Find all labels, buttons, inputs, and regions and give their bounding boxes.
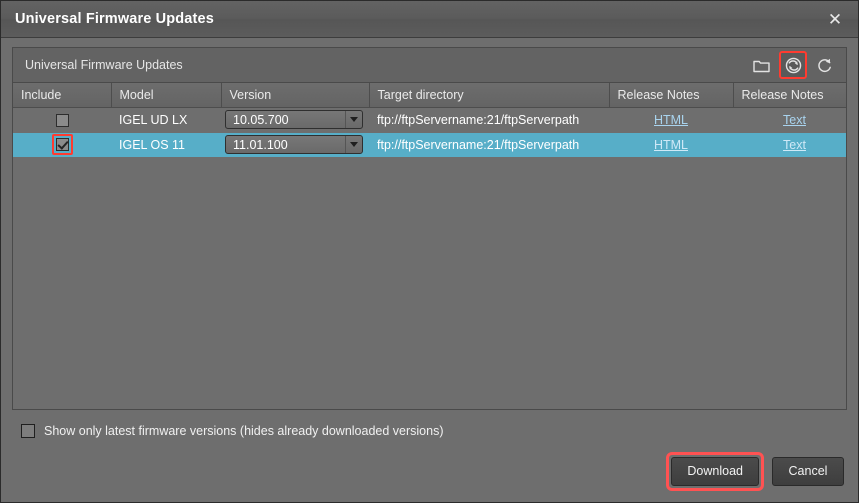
chevron-down-icon[interactable] bbox=[345, 136, 362, 153]
folder-icon[interactable] bbox=[747, 51, 775, 79]
release-notes-html-cell[interactable]: HTML bbox=[609, 132, 733, 157]
version-dropdown[interactable]: 10.05.700 bbox=[225, 110, 363, 129]
refresh-icon[interactable] bbox=[811, 51, 839, 79]
target-directory-cell: ftp://ftpServername:21/ftpServerpath bbox=[369, 132, 609, 157]
dialog-button-bar: Download Cancel bbox=[1, 446, 858, 502]
show-only-latest-label: Show only latest firmware versions (hide… bbox=[44, 424, 444, 438]
release-notes-html-cell[interactable]: HTML bbox=[609, 107, 733, 132]
column-header-target-dir[interactable]: Target directory bbox=[369, 83, 610, 108]
download-button-highlight: Download bbox=[666, 451, 764, 491]
column-header-version[interactable]: Version bbox=[221, 83, 370, 108]
table-body: IGEL UD LX 10.05.700 ftp://ftpServername… bbox=[13, 107, 846, 157]
firmware-panel: Universal Firmware Updates bbox=[12, 47, 847, 410]
dialog-title: Universal Firmware Updates bbox=[15, 11, 214, 27]
include-checkbox-highlight bbox=[51, 134, 73, 155]
table-header: Include Model Version Target directory R… bbox=[13, 83, 846, 108]
cancel-button[interactable]: Cancel bbox=[772, 456, 844, 486]
target-directory-cell: ftp://ftpServername:21/ftpServerpath bbox=[369, 107, 609, 132]
firmware-table: Include Model Version Target directory R… bbox=[13, 83, 846, 158]
version-dropdown[interactable]: 11.01.100 bbox=[225, 135, 363, 154]
sync-firmware-icon[interactable] bbox=[779, 51, 807, 79]
chevron-down-icon[interactable] bbox=[345, 111, 362, 128]
release-notes-text-cell[interactable]: Text bbox=[733, 132, 846, 157]
release-notes-html-link[interactable]: HTML bbox=[653, 112, 689, 127]
table-row[interactable]: IGEL OS 11 11.01.100 ftp://ftpServername… bbox=[13, 132, 846, 157]
show-only-latest-row[interactable]: Show only latest firmware versions (hide… bbox=[12, 416, 847, 446]
release-notes-html-link[interactable]: HTML bbox=[653, 137, 689, 152]
show-only-latest-checkbox[interactable] bbox=[21, 424, 35, 438]
download-button[interactable]: Download bbox=[671, 456, 759, 486]
panel-header: Universal Firmware Updates bbox=[13, 48, 846, 83]
dialog-body: Universal Firmware Updates bbox=[1, 38, 858, 446]
version-value: 11.01.100 bbox=[233, 137, 288, 152]
release-notes-text-link[interactable]: Text bbox=[783, 112, 806, 127]
close-icon[interactable]: ✕ bbox=[827, 9, 843, 29]
firmware-table-container[interactable]: Include Model Version Target directory R… bbox=[13, 83, 846, 409]
model-cell: IGEL OS 11 bbox=[111, 132, 221, 157]
column-header-model[interactable]: Model bbox=[111, 83, 222, 108]
include-checkbox[interactable] bbox=[55, 138, 69, 151]
include-cell[interactable] bbox=[13, 107, 111, 132]
model-cell: IGEL UD LX bbox=[111, 107, 221, 132]
include-checkbox[interactable] bbox=[55, 113, 69, 127]
panel-toolbar bbox=[747, 48, 839, 82]
panel-title: Universal Firmware Updates bbox=[25, 58, 183, 72]
dialog-titlebar: Universal Firmware Updates ✕ bbox=[1, 1, 858, 38]
include-cell[interactable] bbox=[13, 132, 111, 157]
release-notes-text-link[interactable]: Text bbox=[783, 137, 806, 152]
release-notes-text-cell[interactable]: Text bbox=[733, 107, 846, 132]
version-cell[interactable]: 11.01.100 bbox=[221, 132, 369, 157]
version-cell[interactable]: 10.05.700 bbox=[221, 107, 369, 132]
column-header-include[interactable]: Include bbox=[13, 83, 112, 108]
table-row[interactable]: IGEL UD LX 10.05.700 ftp://ftpServername… bbox=[13, 107, 846, 132]
column-header-release-notes-text[interactable]: Release Notes bbox=[733, 83, 846, 108]
column-header-release-notes-html[interactable]: Release Notes bbox=[609, 83, 734, 108]
table-header-row: Include Model Version Target directory R… bbox=[13, 83, 846, 108]
version-value: 10.05.700 bbox=[233, 112, 289, 127]
